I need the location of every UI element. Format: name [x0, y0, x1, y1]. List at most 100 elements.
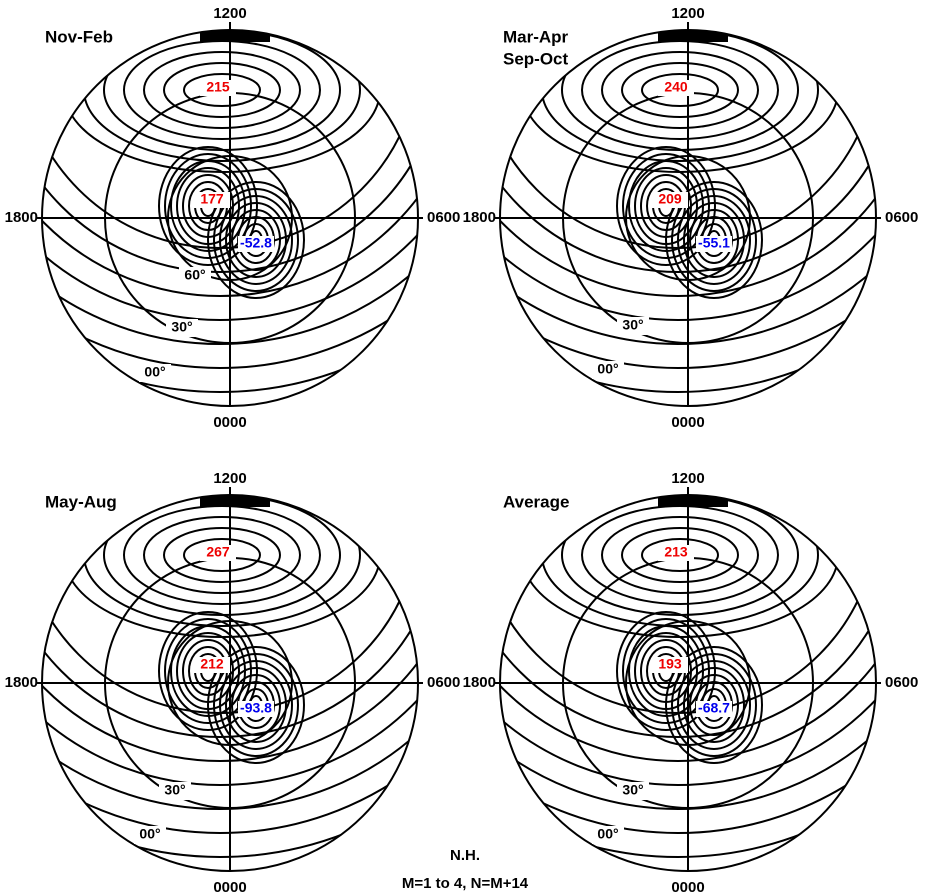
dense-contours [658, 30, 728, 42]
time-label: 1200 [671, 5, 704, 22]
contour [42, 30, 418, 321]
contour [42, 30, 418, 345]
extremum-label: 267 [206, 544, 230, 560]
extremum-label: 177 [200, 191, 224, 207]
contour [219, 660, 293, 750]
extremum-label: -68.7 [698, 700, 730, 716]
panel-title: Nov-Feb [45, 27, 113, 46]
contour [689, 674, 739, 736]
label-bg [179, 267, 211, 285]
contour [601, 51, 759, 129]
time-label: 0000 [213, 414, 246, 431]
contour [42, 495, 418, 762]
contour [671, 653, 757, 757]
label-bg [159, 782, 191, 800]
contour [500, 30, 876, 393]
contour [158, 146, 258, 266]
contour [500, 30, 876, 369]
contour [683, 202, 745, 278]
contour [42, 495, 418, 858]
label-bg [166, 319, 198, 337]
label-bg [617, 782, 649, 800]
time-label: 1800 [463, 209, 496, 226]
contour [219, 195, 293, 285]
contour [683, 667, 745, 743]
contour [42, 30, 418, 369]
time-label: 1800 [5, 209, 38, 226]
contour [622, 153, 710, 259]
panel-title: Sep-Oct [503, 49, 569, 68]
panel-title: Mar-Apr [503, 27, 569, 46]
contour [621, 527, 739, 583]
contour [500, 30, 876, 345]
latitude-label: 00° [597, 826, 618, 842]
contour [500, 30, 876, 297]
contour [671, 188, 757, 292]
contour [225, 667, 287, 743]
label-bg [200, 545, 236, 561]
contour [207, 646, 305, 764]
contour [213, 188, 299, 292]
label-bg [658, 80, 694, 96]
contour [677, 660, 751, 750]
time-label: 1200 [671, 470, 704, 487]
contour [143, 51, 301, 129]
latitude-label: 00° [597, 361, 618, 377]
latitude-label: 30° [622, 317, 643, 333]
model-label: M=1 to 4, N=M+14 [402, 875, 529, 892]
extremum-label: 213 [664, 544, 688, 560]
time-label: 0000 [671, 879, 704, 896]
panel-title: May-Aug [45, 492, 117, 511]
time-label: 1800 [463, 674, 496, 691]
label-bg [652, 657, 688, 673]
extremum-label: -55.1 [698, 235, 730, 251]
contour [225, 202, 287, 278]
time-label: 0600 [885, 209, 918, 226]
contour [163, 62, 281, 118]
dense-contours [658, 495, 728, 507]
contour [164, 618, 252, 724]
contour [500, 495, 876, 858]
label-bg [696, 236, 732, 252]
latitude-label: 30° [164, 782, 185, 798]
contour [601, 516, 759, 594]
extremum-label: 212 [200, 656, 224, 672]
contour [207, 181, 305, 299]
label-bg [194, 192, 230, 208]
dense-contours [200, 495, 270, 507]
contour [677, 195, 751, 285]
contour [500, 495, 876, 762]
contour [42, 30, 418, 273]
dense-contours [200, 30, 270, 42]
label-bg [139, 364, 171, 382]
contour [42, 495, 418, 786]
extremum-label: 193 [658, 656, 682, 672]
contour [500, 495, 876, 810]
label-bg [134, 826, 166, 844]
extremum-label: 209 [658, 191, 682, 207]
latitude-label: 60° [184, 267, 205, 283]
latitude-label: 00° [144, 364, 165, 380]
label-bg [592, 826, 624, 844]
contour [616, 146, 716, 266]
extremum-label: 240 [664, 79, 688, 95]
contour [42, 495, 418, 738]
contour [143, 516, 301, 594]
time-label: 1800 [5, 674, 38, 691]
contour-map [500, 495, 876, 871]
time-label: 0000 [671, 414, 704, 431]
label-bg [696, 701, 732, 717]
label-bg [200, 80, 236, 96]
contour [665, 646, 763, 764]
contour [622, 618, 710, 724]
extremum-label: -52.8 [240, 235, 272, 251]
contour [183, 73, 261, 107]
contour [500, 30, 876, 321]
time-label: 1200 [213, 470, 246, 487]
contour [689, 209, 739, 271]
contour [42, 495, 418, 871]
contour [641, 73, 719, 107]
contour [500, 495, 876, 834]
panel-title: Average [503, 492, 569, 511]
